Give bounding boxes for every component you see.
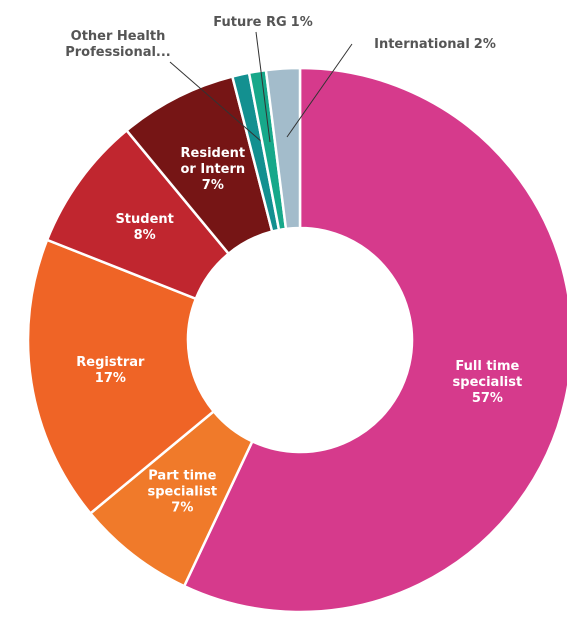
category-label: Other Health Professional...: [65, 29, 171, 60]
category-label: Part time specialist: [147, 468, 217, 499]
category-line: specialist: [147, 484, 217, 499]
leader-line: [286, 43, 353, 138]
category-label: Resident or Intern: [180, 145, 245, 176]
segment-label: Full time specialist 57%: [453, 358, 523, 405]
category-line: Registrar: [76, 355, 145, 370]
value-label: 7%: [171, 500, 193, 515]
category-line: Resident: [181, 145, 246, 160]
value-label: 17%: [95, 371, 126, 386]
donut-segment: [26, 238, 216, 516]
category-line: Part time: [148, 468, 216, 483]
segment-label: Student 8%: [115, 212, 173, 243]
value-label: 8%: [134, 228, 156, 243]
segment-label: Resident or Intern 7%: [180, 145, 245, 192]
category-line: or Intern: [180, 161, 245, 176]
donut-segment: [182, 66, 567, 614]
segment-label: Other Health Professional...: [65, 29, 171, 60]
leader-line: [169, 61, 263, 143]
category-line: Full time: [455, 358, 519, 373]
category-line: specialist: [453, 374, 523, 389]
category-label: Full time specialist: [453, 358, 523, 389]
value-label: 2%: [474, 37, 496, 52]
category-line: Student: [115, 212, 173, 227]
category-label: Student: [115, 212, 173, 227]
category-label: International: [374, 37, 470, 52]
category-line: International: [374, 37, 470, 52]
category-label: Future RG: [213, 15, 286, 30]
value-label: 1%: [291, 15, 313, 30]
category-line: Other Health: [71, 29, 166, 44]
category-line: Professional...: [65, 45, 171, 60]
leader-line: [255, 31, 271, 143]
category-label: Registrar: [76, 355, 145, 370]
segment-label: Registrar 17%: [76, 355, 145, 386]
segment-label: Future RG 1%: [213, 15, 312, 30]
value-label: 57%: [472, 390, 503, 405]
segment-label: International 2%: [374, 37, 496, 52]
value-label: 7%: [202, 177, 224, 192]
donut-segment: [264, 66, 302, 231]
category-line: Future RG: [213, 15, 286, 30]
segment-label: Part time specialist 7%: [147, 468, 217, 515]
